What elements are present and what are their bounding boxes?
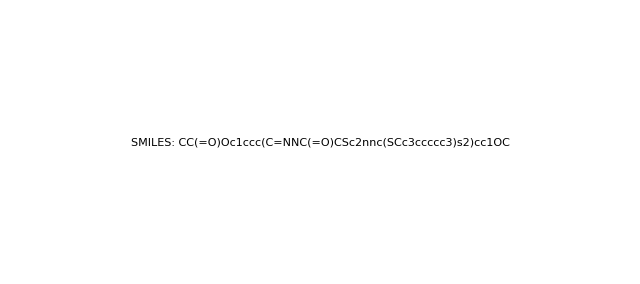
Text: SMILES: CC(=O)Oc1ccc(C=NNC(=O)CSc2nnc(SCc3ccccc3)s2)cc1OC: SMILES: CC(=O)Oc1ccc(C=NNC(=O)CSc2nnc(SC… xyxy=(131,137,509,147)
